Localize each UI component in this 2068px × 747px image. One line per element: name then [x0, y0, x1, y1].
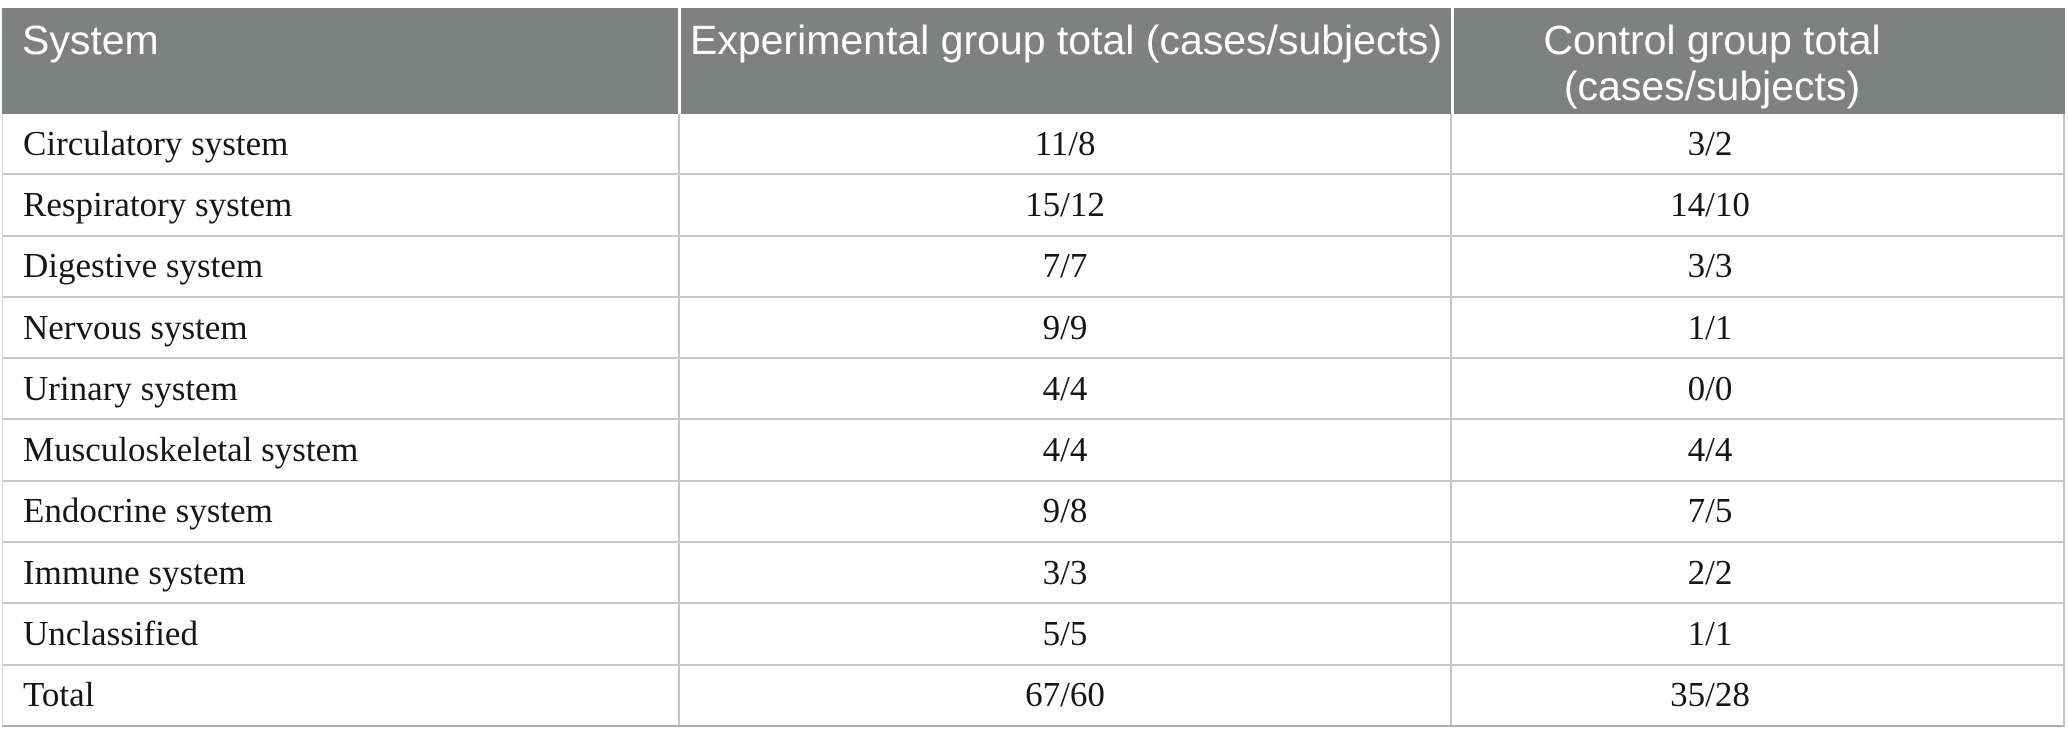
column-header-experimental-group: Experimental group total (cases/subjects… [681, 8, 1451, 114]
system-cell: Digestive system [23, 246, 264, 286]
control-value-cell: 4/4 [1450, 420, 2063, 480]
experimental-value-cell: 9/8 [678, 481, 1450, 542]
total-row: Total 67/60 35/28 [3, 663, 2063, 725]
table-header-row: System Experimental group total (cases/s… [2, 8, 2065, 114]
table-row: Respiratory system 15/12 14/10 [3, 173, 2063, 235]
control-value-cell: 0/0 [1450, 359, 2063, 419]
control-value-cell: 1/1 [1450, 297, 2063, 358]
experimental-value-cell: 15/12 [678, 175, 1450, 235]
column-header-control-group: Control group total (cases/subjects) [1454, 8, 2065, 114]
total-label-cell: Total [23, 675, 95, 715]
table-row: Endocrine system 9/8 7/5 [3, 479, 2063, 542]
total-control-cell: 35/28 [1450, 665, 2063, 725]
experimental-value-cell: 11/8 [678, 114, 1450, 174]
experimental-value-cell: 3/3 [678, 543, 1450, 603]
system-cell: Circulatory system [23, 123, 289, 163]
column-header-system: System [2, 8, 678, 114]
system-cell: Musculoskeletal system [23, 430, 359, 470]
control-value-cell: 3/2 [1450, 114, 2063, 174]
table-row: Nervous system 9/9 1/1 [3, 295, 2063, 358]
table-row: Immune system 3/3 2/2 [3, 541, 2063, 603]
experimental-value-cell: 4/4 [678, 359, 1450, 419]
table-row: Musculoskeletal system 4/4 4/4 [3, 418, 2063, 480]
system-cell: Respiratory system [23, 184, 293, 224]
control-value-cell: 2/2 [1450, 543, 2063, 603]
table-row: Unclassified 5/5 1/1 [3, 602, 2063, 664]
table-row: Urinary system 4/4 0/0 [3, 357, 2063, 419]
systems-table: System Experimental group total (cases/s… [2, 8, 2065, 727]
table-body: Circulatory system 11/8 3/2 Respiratory … [2, 114, 2065, 727]
experimental-value-cell: 5/5 [678, 604, 1450, 664]
column-header-control-group-label: Control group total (cases/subjects) [1543, 17, 1881, 109]
total-experimental-cell: 67/60 [678, 665, 1450, 725]
experimental-value-cell: 4/4 [678, 420, 1450, 480]
system-cell: Unclassified [23, 614, 198, 654]
system-cell: Urinary system [23, 368, 238, 408]
control-value-cell: 7/5 [1450, 481, 2063, 542]
system-cell: Immune system [23, 552, 246, 592]
table-row: Digestive system 7/7 3/3 [3, 234, 2063, 296]
control-value-cell: 3/3 [1450, 236, 2063, 296]
experimental-value-cell: 7/7 [678, 236, 1450, 296]
table-row: Circulatory system 11/8 3/2 [3, 114, 2063, 174]
control-value-cell: 1/1 [1450, 604, 2063, 664]
control-value-cell: 14/10 [1450, 175, 2063, 235]
system-cell: Endocrine system [23, 491, 273, 531]
experimental-value-cell: 9/9 [678, 297, 1450, 358]
system-cell: Nervous system [23, 307, 248, 347]
